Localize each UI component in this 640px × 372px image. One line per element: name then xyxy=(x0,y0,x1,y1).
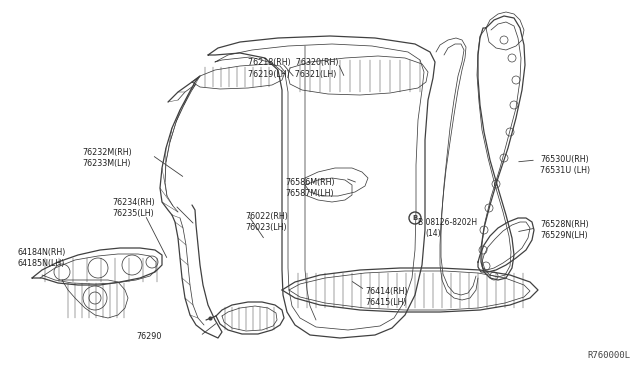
Text: 76218(RH)  76320(RH): 76218(RH) 76320(RH) xyxy=(248,58,339,67)
Text: 76290: 76290 xyxy=(136,332,162,341)
Circle shape xyxy=(409,212,421,224)
Text: 76530U(RH): 76530U(RH) xyxy=(540,155,589,164)
Text: 76235(LH): 76235(LH) xyxy=(112,209,154,218)
Text: 76528N(RH): 76528N(RH) xyxy=(540,220,589,229)
Text: B: B xyxy=(412,215,418,221)
Text: 76023(LH): 76023(LH) xyxy=(245,223,287,232)
Text: 76022(RH): 76022(RH) xyxy=(245,212,288,221)
Text: 76529N(LH): 76529N(LH) xyxy=(540,231,588,240)
Text: R760000L: R760000L xyxy=(587,351,630,360)
Text: 76531U (LH): 76531U (LH) xyxy=(540,166,590,175)
Text: 76587M(LH): 76587M(LH) xyxy=(285,189,333,198)
Text: B 08126-8202H: B 08126-8202H xyxy=(418,218,477,227)
Text: (14): (14) xyxy=(425,229,440,238)
Text: 64184N(RH): 64184N(RH) xyxy=(18,248,67,257)
Text: 64185N(LH): 64185N(LH) xyxy=(18,259,65,268)
Text: 76219(LH)  76321(LH): 76219(LH) 76321(LH) xyxy=(248,70,337,79)
Text: 76232M(RH): 76232M(RH) xyxy=(82,148,132,157)
Text: 76414(RH): 76414(RH) xyxy=(365,287,408,296)
Text: 76233M(LH): 76233M(LH) xyxy=(82,159,131,168)
Text: 76234(RH): 76234(RH) xyxy=(112,198,155,207)
Text: 76415(LH): 76415(LH) xyxy=(365,298,406,307)
Text: 76586M(RH): 76586M(RH) xyxy=(285,178,335,187)
